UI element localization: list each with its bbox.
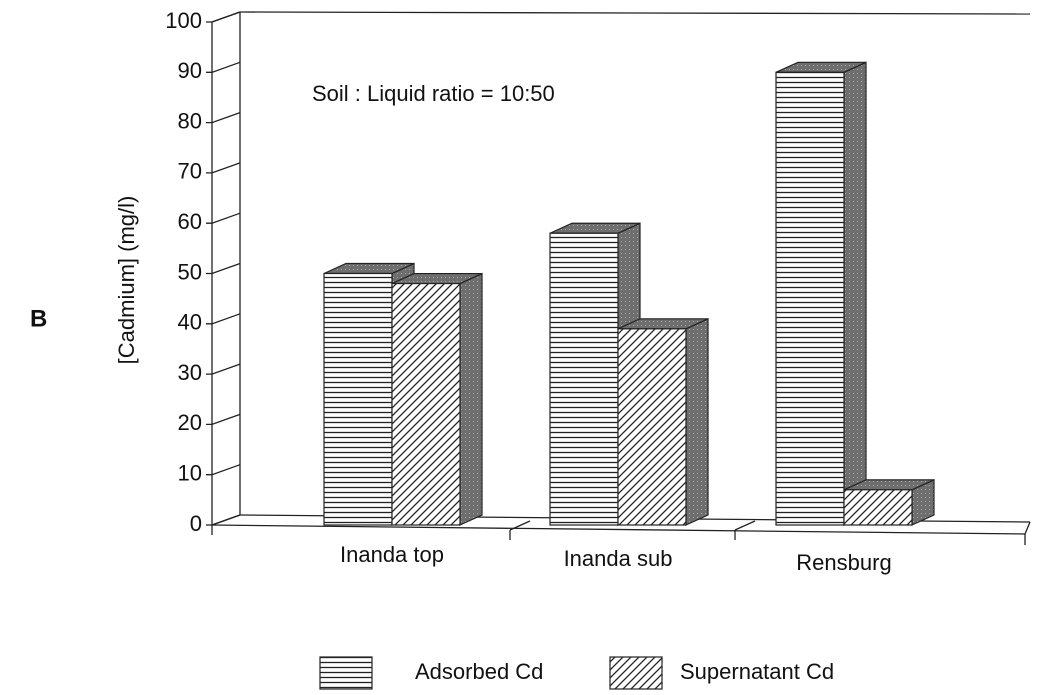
y-tick-label: 80	[178, 108, 202, 133]
y-tick-label: 60	[178, 209, 202, 234]
bar	[323, 272, 393, 526]
y-tick-label: 40	[178, 310, 202, 335]
x-tick-label: Rensburg	[796, 550, 891, 575]
category-divider	[509, 520, 531, 531]
y-tick-label: 50	[178, 259, 202, 284]
bar-side	[459, 272, 483, 526]
bar-side	[685, 317, 709, 526]
y-tick	[206, 363, 241, 375]
y-tick-label: 30	[178, 360, 202, 385]
legend-swatch	[319, 656, 373, 690]
y-tick-label: 70	[178, 159, 202, 184]
y-tick	[206, 162, 241, 174]
bar	[391, 282, 461, 526]
x-tick-label: Inanda sub	[564, 546, 673, 571]
y-tick	[206, 262, 241, 275]
annotation: Soil : Liquid ratio = 10:50	[312, 81, 555, 106]
panel-label: B	[30, 305, 47, 332]
y-axis-label: [Cadmium] (mg/l)	[114, 196, 139, 365]
y-tick-label: 90	[178, 58, 202, 83]
y-tick	[206, 61, 241, 73]
category-divider	[734, 520, 756, 531]
y-tick	[206, 313, 241, 325]
bar	[549, 232, 619, 526]
y-tick	[206, 11, 241, 23]
y-tick	[206, 111, 241, 124]
y-tick-label: 0	[190, 511, 202, 536]
y-tick-label: 10	[178, 461, 202, 486]
legend-label: Adsorbed Cd	[415, 659, 543, 684]
bar	[617, 328, 687, 526]
bar	[843, 489, 913, 526]
bar-side	[843, 61, 867, 526]
y-tick-label: 20	[178, 410, 202, 435]
legend-label: Supernatant Cd	[680, 659, 834, 684]
y-tick-label: 100	[165, 8, 202, 33]
bar	[775, 71, 845, 526]
legend-swatch	[609, 656, 663, 690]
y-tick	[206, 413, 241, 426]
y-tick	[206, 514, 241, 526]
x-tick-label: Inanda top	[340, 542, 444, 567]
y-tick	[206, 464, 241, 476]
y-tick	[206, 212, 241, 224]
